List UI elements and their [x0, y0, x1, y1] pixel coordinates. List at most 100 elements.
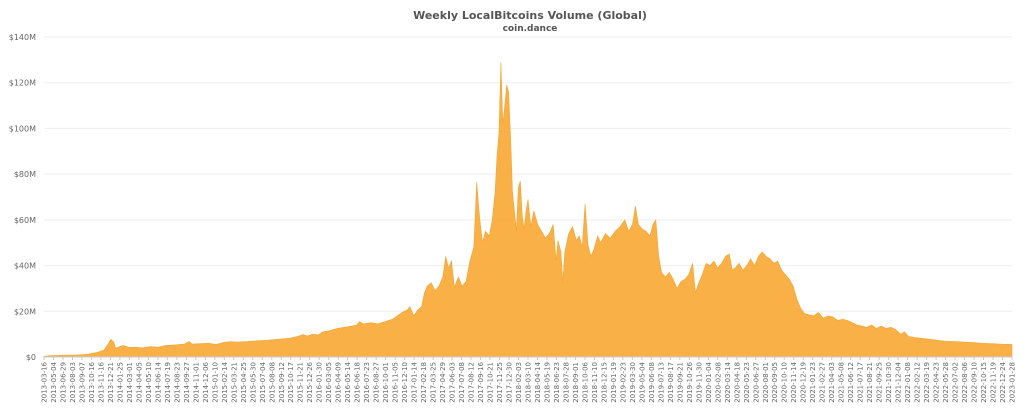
x-tick-label: 2018-02-03 [515, 362, 523, 403]
x-tick-label: 2016-10-01 [382, 362, 390, 403]
x-tick-label: 2013-12-21 [107, 362, 115, 403]
x-tick-label: 2013-06-29 [59, 362, 67, 403]
y-tick-label: $80M [14, 170, 36, 179]
x-tick-label: 2017-06-03 [449, 362, 457, 403]
volume-area-series [43, 62, 1013, 358]
x-tick-label: 2018-11-10 [591, 362, 599, 403]
x-tick-label: 2021-07-17 [857, 362, 865, 403]
x-tick-label: 2014-05-10 [145, 362, 153, 403]
x-tick-label: 2015-03-21 [230, 362, 238, 403]
x-tick-label: 2020-02-08 [714, 362, 722, 403]
x-tick-label: 2016-01-30 [316, 362, 324, 403]
x-tick-label: 2022-02-12 [914, 362, 922, 403]
x-tick-label: 2016-07-23 [363, 362, 371, 403]
x-tick-label: 2014-01-25 [116, 362, 124, 403]
x-tick-label: 2016-06-18 [354, 362, 362, 403]
x-tick-label: 2017-12-30 [506, 362, 514, 403]
x-tick-label: 2016-03-05 [325, 362, 333, 403]
x-tick-label: 2015-08-08 [268, 362, 276, 403]
y-tick-label: $100M [9, 124, 36, 133]
x-tick-label: 2020-11-14 [790, 361, 798, 402]
x-tick-label: 2020-10-10 [781, 362, 789, 403]
x-tick-label: 2014-04-05 [135, 362, 143, 403]
x-tick-label: 2013-11-16 [97, 361, 105, 402]
x-tick-label: 2018-12-15 [600, 362, 608, 403]
x-tick-label: 2016-04-09 [335, 362, 343, 403]
x-tick-label: 2015-09-12 [278, 362, 286, 403]
x-tick-label: 2013-09-07 [78, 362, 86, 403]
x-tick-label: 2014-03-01 [126, 362, 134, 403]
x-tick-label: 2021-10-30 [885, 362, 893, 403]
x-tick-label: 2021-08-21 [866, 362, 874, 403]
y-tick-label: $0 [26, 353, 36, 362]
x-tick-label: 2022-04-23 [933, 362, 941, 403]
x-tick-label: 2015-04-25 [240, 362, 248, 403]
x-tick-label: 2022-01-08 [904, 362, 912, 403]
x-tick-label: 2020-04-18 [733, 362, 741, 403]
x-tick-label: 2019-07-13 [657, 362, 665, 403]
x-tick-label: 2020-08-01 [762, 362, 770, 403]
x-tick-label: 2017-09-16 [477, 361, 485, 402]
y-tick-label: $20M [14, 307, 36, 316]
x-tick-label: 2014-11-01 [192, 362, 200, 403]
x-tick-label: 2017-04-29 [439, 362, 447, 403]
x-tick-label: 2014-07-19 [164, 362, 172, 403]
x-tick-label: 2018-10-06 [581, 361, 589, 402]
x-tick-label: 2018-04-14 [534, 361, 542, 402]
x-tick-label: 2015-12-26 [306, 361, 314, 402]
x-tick-label: 2019-02-23 [619, 362, 627, 403]
x-tick-label: 2017-07-08 [458, 362, 466, 403]
y-axis: $0 $20M $40M $60M $80M $100M $120M $140M [9, 33, 36, 362]
x-tick-label: 2021-05-08 [838, 362, 846, 403]
x-tick-label: 2018-05-19 [543, 362, 551, 403]
x-tick-label: 2017-01-14 [411, 361, 419, 402]
x-tick-label: 2013-08-03 [69, 362, 77, 403]
x-tick-label: 2018-07-28 [562, 362, 570, 403]
x-tick-label: 2017-10-21 [487, 362, 495, 403]
x-tick-label: 2015-05-30 [249, 362, 257, 403]
x-tick-label: 2018-03-10 [525, 362, 533, 403]
x-tick-label: 2014-08-23 [173, 362, 181, 403]
x-tick-label: 2017-11-25 [496, 362, 504, 403]
x-tick-label: 2022-12-24 [999, 361, 1007, 402]
x-tick-label: 2022-07-02 [952, 362, 960, 403]
x-tick-label: 2013-10-16 [88, 361, 96, 402]
x-tick-label: 2020-06-27 [752, 362, 760, 403]
y-tick-label: $140M [9, 33, 36, 42]
x-tick-label: 2022-03-19 [923, 362, 931, 403]
x-tick-label: 2018-06-23 [553, 362, 561, 403]
x-tick-label: 2022-11-19 [990, 362, 998, 403]
x-tick-label: 2015-01-10 [211, 362, 219, 403]
x-tick-label: 2021-04-03 [828, 362, 836, 403]
x-tick-label: 2019-11-30 [695, 362, 703, 403]
x-tick-label: 2020-05-23 [743, 362, 751, 403]
x-tick-label: 2021-09-25 [876, 362, 884, 403]
x-tick-label: 2019-08-17 [667, 362, 675, 403]
x-tick-label: 2019-01-19 [610, 362, 618, 403]
x-tick-label: 2019-06-08 [648, 362, 656, 403]
x-tick-label: 2021-06-12 [847, 362, 855, 403]
x-tick-label: 2015-10-17 [287, 362, 295, 403]
y-tick-label: $60M [14, 216, 36, 225]
x-tick-label: 2014-06-14 [154, 361, 162, 402]
chart-title: Weekly LocalBitcoins Volume (Global) [413, 9, 647, 22]
x-tick-label: 2022-09-10 [971, 362, 979, 403]
x-tick-label: 2016-11-05 [392, 362, 400, 403]
x-tick-label: 2020-12-19 [800, 362, 808, 403]
x-tick-label: 2021-12-04 [895, 361, 903, 402]
x-tick-label: 2017-03-25 [430, 362, 438, 403]
x-tick-label: 2017-02-18 [420, 362, 428, 403]
x-tick-label: 2022-08-06 [961, 361, 969, 402]
x-tick-label: 2015-02-14 [221, 361, 229, 402]
x-tick-label: 2020-01-04 [705, 361, 713, 402]
x-tick-label: 2022-05-28 [942, 362, 950, 403]
x-tick-label: 2016-08-27 [373, 362, 381, 403]
x-tick-label: 2014-09-27 [183, 362, 191, 403]
x-tick-label: 2013-03-16 [41, 361, 49, 402]
y-tick-label: $40M [14, 262, 36, 271]
x-tick-label: 2017-08-12 [468, 362, 476, 403]
x-tick-label: 2022-10-15 [980, 362, 988, 403]
x-tick-label: 2019-09-21 [676, 362, 684, 403]
x-tick-label: 2015-07-04 [259, 361, 267, 402]
